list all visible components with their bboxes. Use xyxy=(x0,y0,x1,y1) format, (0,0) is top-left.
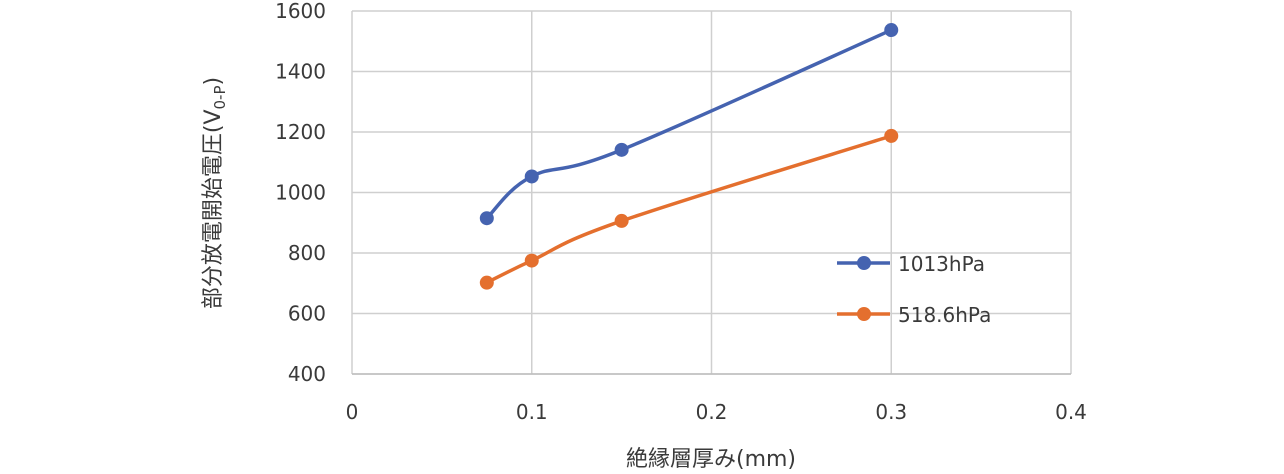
legend: 1013hPa 518.6hPa xyxy=(837,252,991,327)
x-tick-label: 0.3 xyxy=(875,400,907,424)
x-tick-label: 0.1 xyxy=(516,400,548,424)
series-2-point xyxy=(614,213,629,228)
y-tick-label: 400 xyxy=(288,362,326,386)
tick-labels: 400 600 800 1000 1200 1400 1600 0 0.1 0.2 0.3 0.4 xyxy=(275,0,1087,424)
y-tick-label: 1000 xyxy=(275,181,326,205)
y-tick-label: 800 xyxy=(288,241,326,265)
x-axis-title: 絶縁層厚み(mm) xyxy=(626,447,796,472)
legend-label: 518.6hPa xyxy=(898,303,991,327)
legend-swatch-marker xyxy=(857,307,871,321)
series-2-point xyxy=(479,275,494,290)
series-layer xyxy=(479,23,899,290)
y-axis-title: 部分放電開始電圧(V0-P) xyxy=(201,77,229,309)
y-tick-label: 1400 xyxy=(275,60,326,84)
x-tick-label: 0.2 xyxy=(696,400,728,424)
series-2-line xyxy=(485,134,893,285)
series-1-line xyxy=(485,28,893,220)
y-axis-title-main: 部分放電開始電圧(V xyxy=(201,109,226,309)
y-tick-label: 600 xyxy=(288,302,326,326)
x-tick-label: 0.4 xyxy=(1055,400,1087,424)
x-tick-label: 0 xyxy=(346,400,359,424)
y-tick-label: 1200 xyxy=(275,120,326,144)
legend-item: 1013hPa xyxy=(837,252,985,276)
legend-label: 1013hPa xyxy=(898,252,985,276)
legend-item: 518.6hPa xyxy=(837,303,991,327)
y-tick-label: 1600 xyxy=(275,0,326,23)
series-1-point xyxy=(524,169,539,184)
series-1-point xyxy=(479,211,494,226)
series-2-point xyxy=(884,128,899,143)
series-1-point xyxy=(884,23,899,38)
grid-lines xyxy=(351,10,1072,375)
series-2-point xyxy=(524,253,539,268)
y-axis-title-subscript: 0-P xyxy=(211,85,229,109)
y-axis-title-close: ) xyxy=(201,77,226,86)
legend-swatch-marker xyxy=(857,256,871,270)
series-1-point xyxy=(614,142,629,157)
